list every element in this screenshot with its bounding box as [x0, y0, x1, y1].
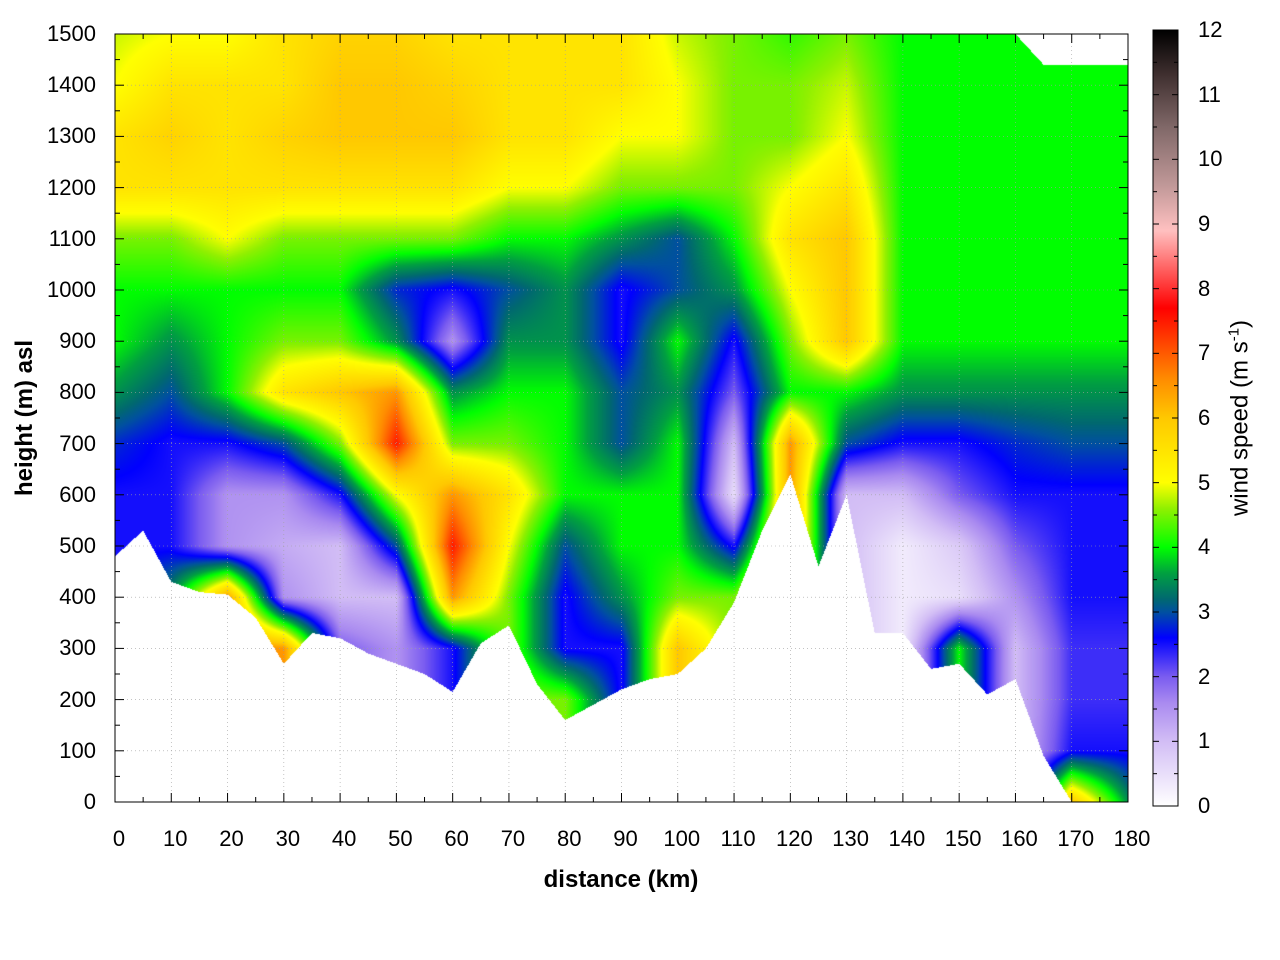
x-tick-label: 50 [388, 826, 413, 851]
y-tick-label: 400 [59, 584, 96, 610]
y-tick-label: 300 [59, 635, 96, 661]
y-tick-label: 600 [59, 481, 96, 507]
x-tick-label: 40 [331, 826, 357, 851]
y-tick-label: 0 [83, 789, 96, 814]
y-tick-label: 1100 [48, 225, 96, 251]
y-axis-label: height (m) asl [11, 339, 38, 497]
x-tick-label: 110 [720, 826, 756, 851]
x-tick-label: 10 [163, 826, 188, 851]
y-tick-label: 1400 [47, 72, 96, 98]
colorbar-tick-label: 4 [1198, 534, 1211, 560]
colorbar-tick-label: 3 [1198, 599, 1211, 624]
x-tick-label: 30 [275, 826, 301, 851]
x-tick-label: 180 [1113, 826, 1151, 851]
colorbar-tick-label: 10 [1198, 146, 1223, 172]
x-axis-label: distance (km) [543, 866, 699, 893]
x-tick-label: 160 [1001, 826, 1038, 851]
y-tick-label: 100 [59, 737, 96, 763]
x-tick-label: 170 [1057, 826, 1095, 851]
x-tick-label: 90 [613, 826, 638, 851]
colorbar-label-exponent: -1 [1225, 327, 1243, 342]
x-tick-label: 150 [944, 826, 982, 851]
x-tick-label: 120 [775, 826, 813, 851]
colorbar-label-text: wind speed (m s [1226, 341, 1254, 517]
colorbar-tick-label: 0 [1198, 793, 1211, 818]
colorbar-tick-label: 5 [1198, 469, 1211, 495]
colorbar-tick-label: 8 [1198, 275, 1211, 301]
y-tick-label: 700 [59, 430, 96, 456]
y-tick-label: 800 [59, 379, 96, 405]
y-tick-label: 900 [59, 328, 96, 354]
x-tick-label: 130 [832, 826, 869, 851]
colorbar-tick-label: 9 [1198, 211, 1211, 236]
y-tick-label: 200 [59, 686, 96, 712]
x-tick-label: 20 [219, 826, 244, 851]
colorbar-label: wind speed (m s-1) [1226, 320, 1255, 516]
y-tick-label: 500 [59, 533, 96, 558]
x-tick-label: 80 [556, 826, 582, 851]
y-tick-label: 1000 [47, 277, 96, 302]
y-tick-label: 1200 [47, 174, 96, 200]
colorbar-tick-label: 12 [1198, 17, 1223, 42]
y-tick-label: 1500 [47, 21, 96, 46]
colorbar-label-end: ) [1226, 319, 1254, 328]
colorbar-tick-label: 1 [1198, 728, 1211, 754]
x-tick-label: 100 [663, 826, 701, 851]
colorbar-tick-label: 6 [1198, 405, 1211, 430]
x-tick-label: 0 [112, 826, 126, 851]
x-tick-label: 70 [500, 826, 526, 851]
colorbar-tick-label: 2 [1198, 663, 1211, 689]
colorbar-tick-label: 7 [1198, 340, 1211, 366]
colorbar-tick-label: 11 [1198, 81, 1221, 107]
x-tick-label: 60 [444, 826, 469, 851]
x-tick-label: 140 [888, 826, 926, 851]
y-tick-label: 1300 [47, 123, 96, 149]
